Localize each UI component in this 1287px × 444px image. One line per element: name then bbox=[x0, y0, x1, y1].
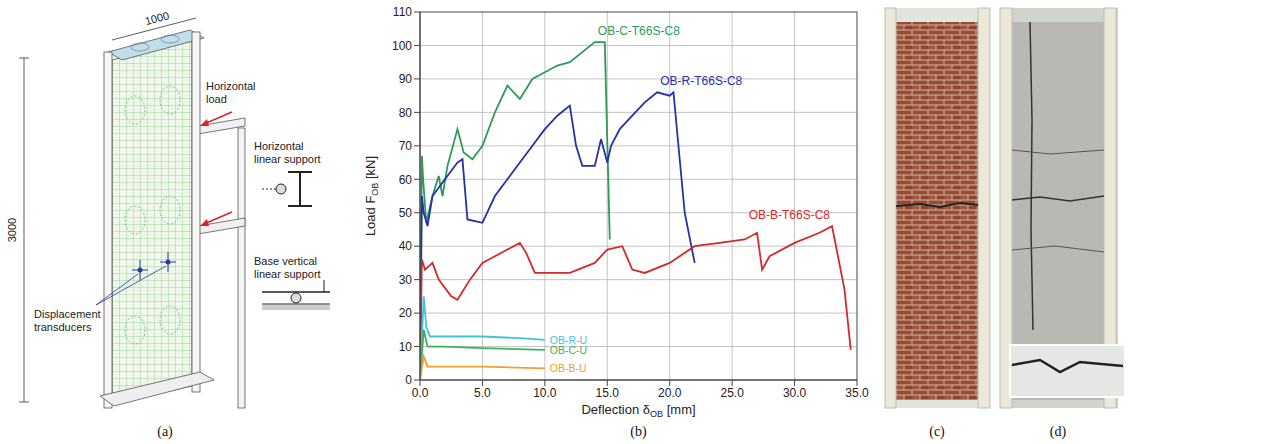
svg-text:70: 70 bbox=[399, 139, 413, 153]
svg-text:1000: 1000 bbox=[144, 9, 171, 27]
svg-text:50: 50 bbox=[399, 206, 413, 220]
svg-text:15.0: 15.0 bbox=[596, 386, 620, 400]
svg-text:110: 110 bbox=[393, 5, 412, 19]
svg-text:Deflection δOB [mm]: Deflection δOB [mm] bbox=[581, 402, 695, 419]
svg-text:Displacementtransducers: Displacementtransducers bbox=[34, 308, 101, 333]
svg-text:OB-C-T66S-C8: OB-C-T66S-C8 bbox=[598, 24, 680, 38]
svg-text:Load FOB [kN]: Load FOB [kN] bbox=[363, 156, 380, 236]
svg-text:60: 60 bbox=[399, 173, 413, 187]
svg-text:(c): (c) bbox=[929, 424, 945, 440]
svg-text:5.0: 5.0 bbox=[474, 386, 491, 400]
svg-text:100: 100 bbox=[392, 39, 412, 53]
svg-text:Base verticallinear support: Base verticallinear support bbox=[254, 255, 321, 280]
svg-text:20: 20 bbox=[399, 306, 413, 320]
svg-text:80: 80 bbox=[399, 106, 413, 120]
svg-text:(b): (b) bbox=[630, 424, 647, 440]
svg-text:(a): (a) bbox=[157, 424, 173, 440]
svg-text:10.0: 10.0 bbox=[533, 386, 557, 400]
svg-text:90: 90 bbox=[399, 72, 413, 86]
svg-text:OB-C-U: OB-C-U bbox=[550, 344, 587, 356]
svg-text:35.0: 35.0 bbox=[845, 386, 869, 400]
svg-text:(d): (d) bbox=[1050, 424, 1067, 440]
svg-text:0.0: 0.0 bbox=[412, 386, 429, 400]
svg-text:40: 40 bbox=[399, 239, 413, 253]
svg-text:30: 30 bbox=[399, 273, 413, 287]
svg-text:20.0: 20.0 bbox=[658, 386, 682, 400]
svg-text:OB-B-U: OB-B-U bbox=[550, 362, 587, 374]
svg-text:OB-R-U: OB-R-U bbox=[549, 333, 588, 346]
svg-text:10: 10 bbox=[399, 340, 413, 354]
svg-text:0: 0 bbox=[405, 373, 412, 387]
svg-text:Horizontallinear support: Horizontallinear support bbox=[254, 140, 321, 165]
svg-text:30.0: 30.0 bbox=[783, 386, 807, 400]
svg-text:3000: 3000 bbox=[6, 218, 18, 242]
svg-text:OB-R-T66S-C8: OB-R-T66S-C8 bbox=[660, 74, 742, 88]
svg-text:Horizontalload: Horizontalload bbox=[206, 80, 256, 105]
svg-text:OB-B-T66S-C8: OB-B-T66S-C8 bbox=[749, 208, 831, 222]
svg-text:25.0: 25.0 bbox=[720, 386, 744, 400]
